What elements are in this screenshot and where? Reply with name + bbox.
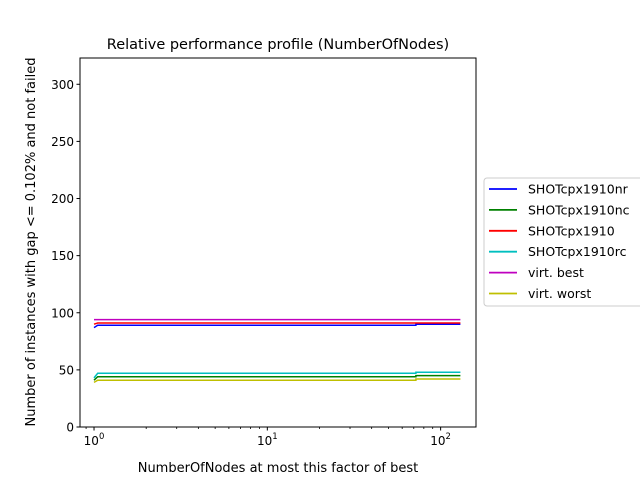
- y-tick-label: 200: [51, 192, 74, 206]
- x-axis-label: NumberOfNodes at most this factor of bes…: [138, 461, 419, 476]
- legend-label-3: SHOTcpx1910rc: [528, 244, 627, 259]
- y-axis: 0 50 100 150 200 250 300: [51, 78, 80, 435]
- y-axis-label: Number of instances with gap <= 0.102% a…: [24, 58, 39, 427]
- legend-label-1: SHOTcpx1910nc: [528, 202, 630, 217]
- legend-label-0: SHOTcpx1910nr: [528, 182, 629, 197]
- x-tick-label: 100: [84, 432, 105, 448]
- series-line-1: [93, 374, 461, 381]
- series-line-2: [93, 322, 461, 325]
- legend-label-4: virt. best: [528, 265, 584, 280]
- y-tick-label: 50: [59, 363, 74, 377]
- plot-frame: [79, 57, 477, 428]
- series-lines: [93, 318, 461, 384]
- x-tick-label: 101: [257, 432, 278, 448]
- x-tick-label: 102: [430, 432, 451, 448]
- y-tick-label: 0: [66, 421, 74, 435]
- chart-title: Relative performance profile (NumberOfNo…: [107, 37, 449, 53]
- series-line-3: [93, 371, 461, 379]
- legend-label-5: virt. worst: [528, 286, 591, 301]
- x-axis: 100 101 102: [84, 427, 451, 448]
- y-tick-label: 300: [51, 78, 74, 92]
- series-line-0: [93, 323, 461, 329]
- legend-frame: [483, 177, 640, 307]
- legend-label-2: SHOTcpx1910: [528, 223, 615, 238]
- y-tick-label: 250: [51, 135, 74, 149]
- y-tick-label: 100: [51, 306, 74, 320]
- y-tick-label: 150: [51, 249, 74, 263]
- legend: SHOTcpx1910nr SHOTcpx1910nc SHOTcpx1910 SHO…: [483, 177, 640, 307]
- series-line-5: [93, 378, 461, 384]
